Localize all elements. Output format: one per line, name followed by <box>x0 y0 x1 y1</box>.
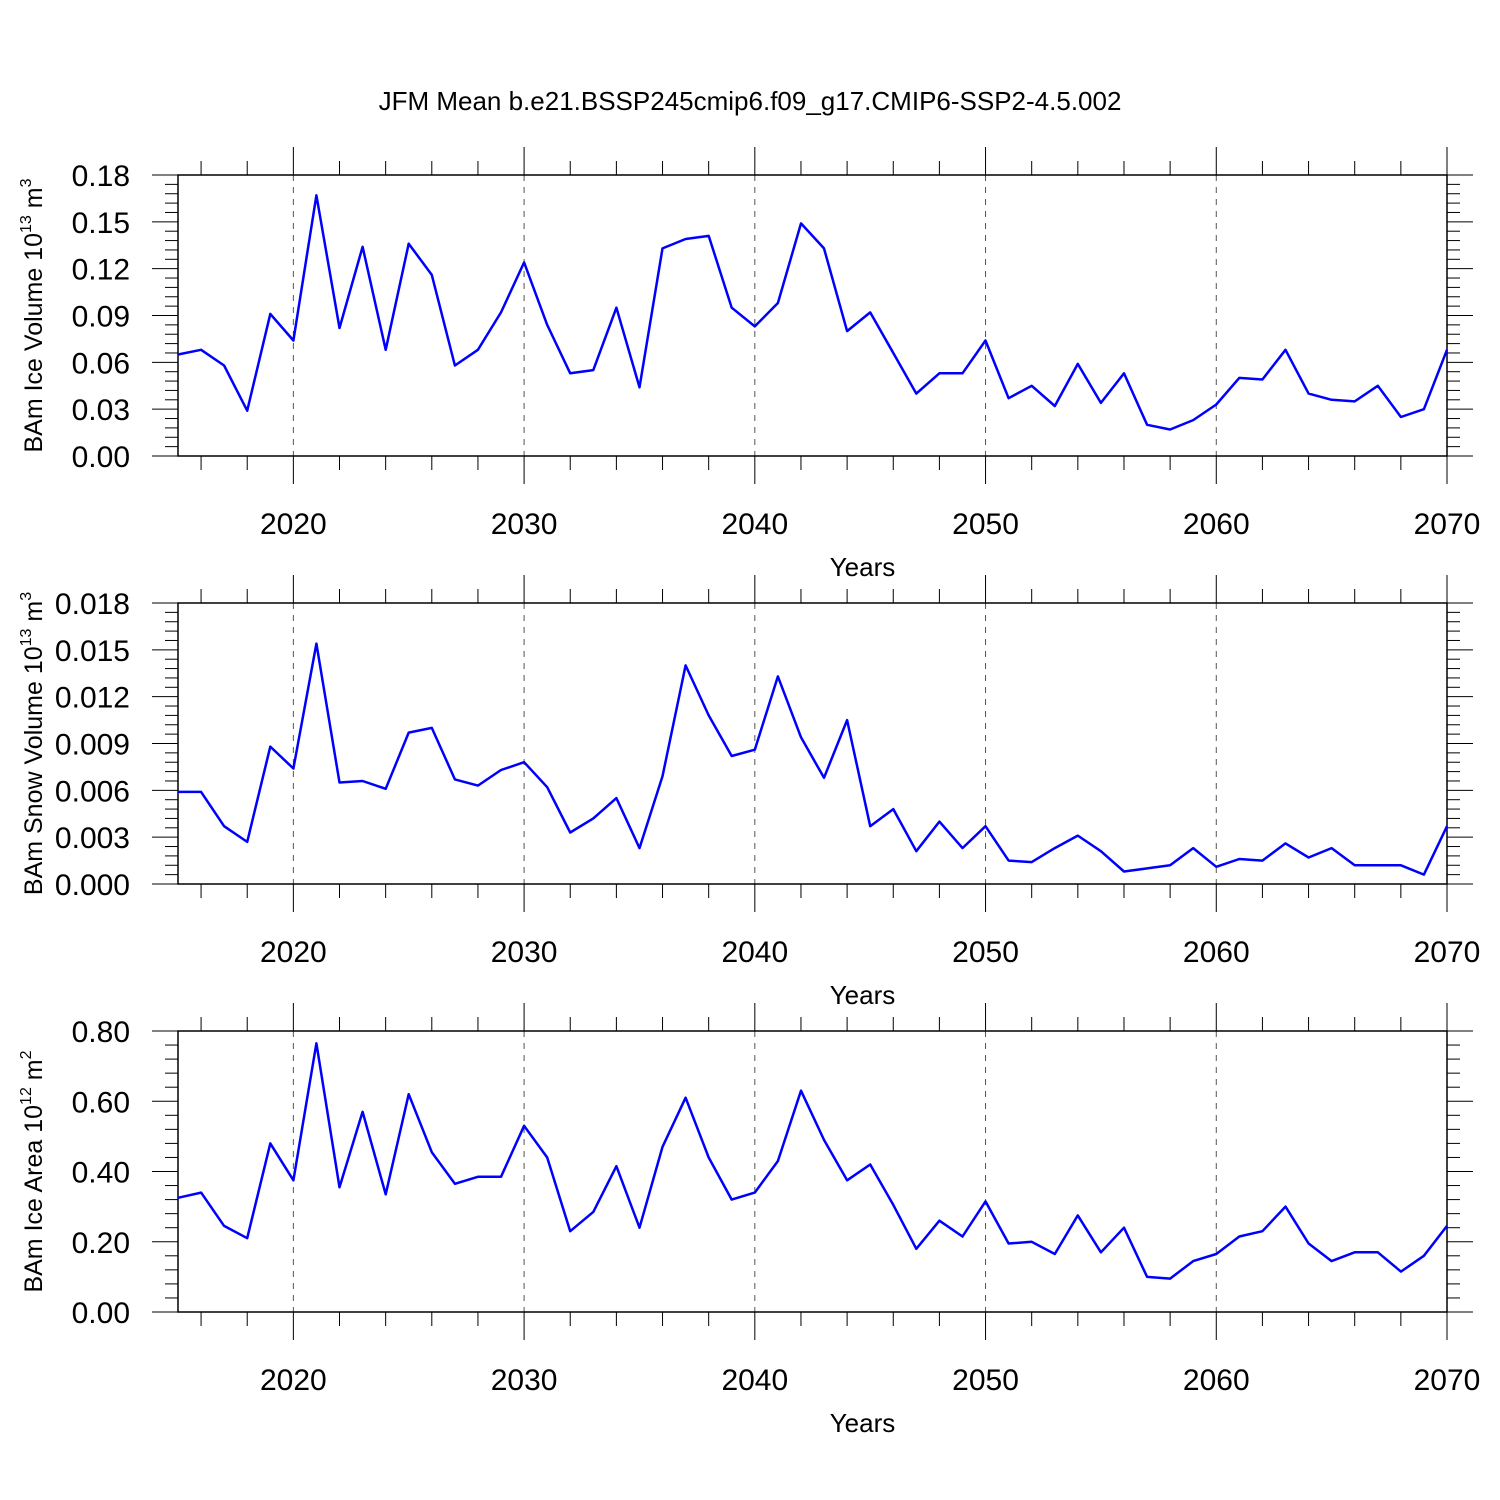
x-axis-label: Years <box>830 552 896 582</box>
plot-frame <box>177 602 1448 885</box>
plot-frame <box>177 174 1448 457</box>
y-tick-label: 0.003 <box>55 822 130 855</box>
panel-snow-volume: 2020 2030 2040 2050 2060 2070 Years 0.000 0.003 0… <box>18 575 1480 1010</box>
y-tick-label: 0.012 <box>55 682 130 715</box>
y-axis-label-text: BAm Ice Volume 10 <box>20 233 48 453</box>
y-axis-label-unit: m <box>20 601 48 629</box>
y-tick-label: 0.80 <box>72 1016 130 1049</box>
x-tick-label: 2040 <box>721 1364 788 1397</box>
y-axis-label: BAm Snow Volume 1013 m3 <box>18 592 48 895</box>
y-axis-label-unit: m <box>20 1059 48 1087</box>
y-axis-label: BAm Ice Volume 1013 m3 <box>18 178 48 452</box>
series-line-ice-area <box>177 1042 1448 1280</box>
y-axis-label-unit-exponent: 2 <box>18 1050 35 1059</box>
x-tick-label: 2040 <box>721 936 788 969</box>
y-axis-label-exponent: 13 <box>18 628 35 646</box>
y-axis-label-text: BAm Snow Volume 10 <box>20 646 48 895</box>
x-tick-label: 2020 <box>260 1364 327 1397</box>
y-axis-label: BAm Ice Area 1012 m2 <box>18 1050 48 1292</box>
y-axis-label-exponent: 12 <box>18 1087 35 1105</box>
x-tick-label: 2060 <box>1183 508 1250 541</box>
y-tick-label: 0.006 <box>55 775 130 808</box>
plot-frame <box>177 1030 1448 1313</box>
x-tick-label: 2070 <box>1414 508 1481 541</box>
y-tick-label: 0.00 <box>72 1297 130 1330</box>
y-axis-label-unit-exponent: 3 <box>18 592 35 601</box>
x-tick-label: 2030 <box>491 1364 558 1397</box>
page-title: JFM Mean b.e21.BSSP245cmip6.f09_g17.CMIP… <box>378 86 1122 116</box>
x-tick-label: 2030 <box>491 936 558 969</box>
x-tick-label: 2060 <box>1183 936 1250 969</box>
panel-ice-volume: 2020 2030 2040 2050 2060 2070 Years 0.00 0.03 0.0… <box>18 147 1480 582</box>
x-axis-label: Years <box>830 1408 896 1438</box>
y-tick-label: 0.018 <box>55 588 130 621</box>
x-axis-label: Years <box>830 980 896 1010</box>
x-tick-label: 2050 <box>952 936 1019 969</box>
y-tick-label: 0.000 <box>55 869 130 902</box>
panel-ice-area: 2020 2030 2040 2050 2060 2070 Years 0.00 0.20 0.4… <box>18 1003 1480 1438</box>
y-tick-label: 0.015 <box>55 635 130 668</box>
series-line-snow-volume <box>178 642 1449 876</box>
x-tick-label: 2020 <box>260 508 327 541</box>
x-tick-label: 2070 <box>1414 936 1481 969</box>
y-tick-label: 0.20 <box>72 1227 130 1260</box>
x-tick-label: 2050 <box>952 1364 1019 1397</box>
y-axis-label-unit-exponent: 3 <box>18 178 35 187</box>
x-tick-label: 2020 <box>260 936 327 969</box>
y-tick-label: 0.03 <box>72 394 130 427</box>
y-tick-label: 0.09 <box>72 301 130 334</box>
y-tick-label: 0.009 <box>55 729 130 762</box>
x-tick-label: 2030 <box>491 508 558 541</box>
y-tick-label: 0.06 <box>72 347 130 380</box>
series-line-ice-volume <box>177 194 1449 431</box>
y-tick-label: 0.40 <box>72 1157 130 1190</box>
y-axis-label-text: BAm Ice Area 10 <box>20 1105 48 1293</box>
y-tick-label: 0.00 <box>72 441 130 474</box>
x-tick-label: 2040 <box>721 508 788 541</box>
x-tick-label: 2060 <box>1183 1364 1250 1397</box>
x-tick-label: 2070 <box>1414 1364 1481 1397</box>
y-tick-label: 0.12 <box>72 254 130 287</box>
y-axis-label-exponent: 13 <box>18 215 35 233</box>
y-tick-label: 0.15 <box>72 207 130 240</box>
x-tick-label: 2050 <box>952 508 1019 541</box>
y-tick-label: 0.18 <box>72 160 130 193</box>
y-axis-label-unit: m <box>20 187 48 215</box>
y-tick-label: 0.60 <box>72 1086 130 1119</box>
